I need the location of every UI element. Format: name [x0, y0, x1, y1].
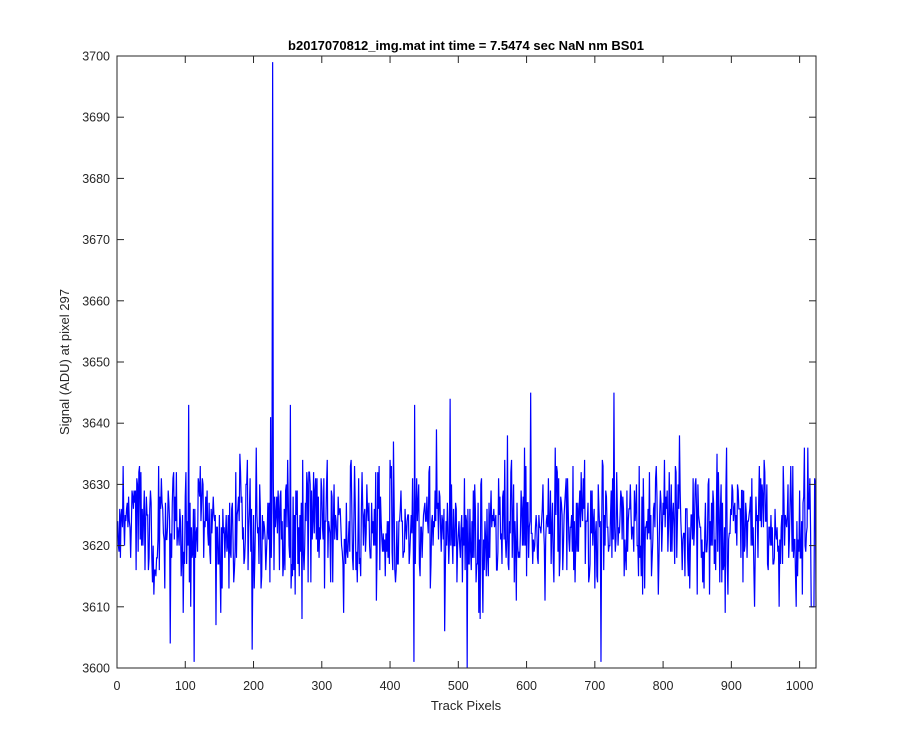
x-tick-label: 100 — [175, 679, 196, 693]
y-tick-label: 3610 — [82, 600, 110, 614]
signal-series-line — [117, 62, 817, 669]
y-tick-label: 3630 — [82, 478, 110, 492]
x-tick-label: 400 — [380, 679, 401, 693]
y-axis-label: Signal (ADU) at pixel 297 — [57, 289, 72, 435]
x-tick-label: 0 — [114, 679, 121, 693]
x-tick-label: 1000 — [786, 679, 814, 693]
x-tick-label: 600 — [516, 679, 537, 693]
x-tick-label: 800 — [653, 679, 674, 693]
x-axis-label: Track Pixels — [431, 698, 502, 713]
y-tick-label: 3620 — [82, 539, 110, 553]
y-tick-label: 3670 — [82, 233, 110, 247]
y-tick-label: 3600 — [82, 662, 110, 676]
x-tick-label: 900 — [721, 679, 742, 693]
x-tick-label: 500 — [448, 679, 469, 693]
x-axis-ticks: 0 100 200 300 400 500 600 700 800 900 1000 — [114, 56, 814, 693]
y-tick-label: 3680 — [82, 172, 110, 186]
y-axis-ticks: 3600 3610 3620 3630 3640 3650 3660 3670 3680 3690… — [82, 50, 816, 676]
plot-series — [117, 62, 817, 669]
y-tick-label: 3700 — [82, 50, 110, 64]
y-tick-label: 3650 — [82, 356, 110, 370]
x-tick-label: 300 — [311, 679, 332, 693]
x-tick-label: 200 — [243, 679, 264, 693]
y-tick-label: 3640 — [82, 417, 110, 431]
x-tick-label: 700 — [584, 679, 605, 693]
y-tick-label: 3660 — [82, 294, 110, 308]
y-tick-label: 3690 — [82, 111, 110, 125]
chart-title: b2017070812_img.mat int time = 7.5474 se… — [288, 38, 644, 53]
